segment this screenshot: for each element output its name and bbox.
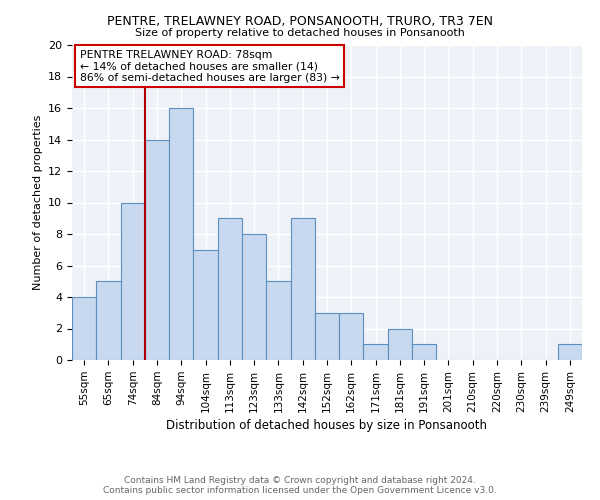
Bar <box>558 344 582 360</box>
Bar <box>169 108 193 360</box>
Y-axis label: Number of detached properties: Number of detached properties <box>32 115 43 290</box>
Bar <box>364 344 388 360</box>
Bar <box>72 297 96 360</box>
Text: PENTRE TRELAWNEY ROAD: 78sqm
← 14% of detached houses are smaller (14)
86% of se: PENTRE TRELAWNEY ROAD: 78sqm ← 14% of de… <box>80 50 340 83</box>
Text: PENTRE, TRELAWNEY ROAD, PONSANOOTH, TRURO, TR3 7EN: PENTRE, TRELAWNEY ROAD, PONSANOOTH, TRUR… <box>107 15 493 28</box>
Bar <box>339 313 364 360</box>
X-axis label: Distribution of detached houses by size in Ponsanooth: Distribution of detached houses by size … <box>167 419 487 432</box>
Bar <box>388 328 412 360</box>
Bar <box>193 250 218 360</box>
Bar <box>242 234 266 360</box>
Bar <box>121 202 145 360</box>
Bar <box>266 281 290 360</box>
Text: Size of property relative to detached houses in Ponsanooth: Size of property relative to detached ho… <box>135 28 465 38</box>
Bar <box>96 281 121 360</box>
Bar <box>218 218 242 360</box>
Bar <box>315 313 339 360</box>
Bar <box>412 344 436 360</box>
Text: Contains HM Land Registry data © Crown copyright and database right 2024.
Contai: Contains HM Land Registry data © Crown c… <box>103 476 497 495</box>
Bar <box>145 140 169 360</box>
Bar <box>290 218 315 360</box>
